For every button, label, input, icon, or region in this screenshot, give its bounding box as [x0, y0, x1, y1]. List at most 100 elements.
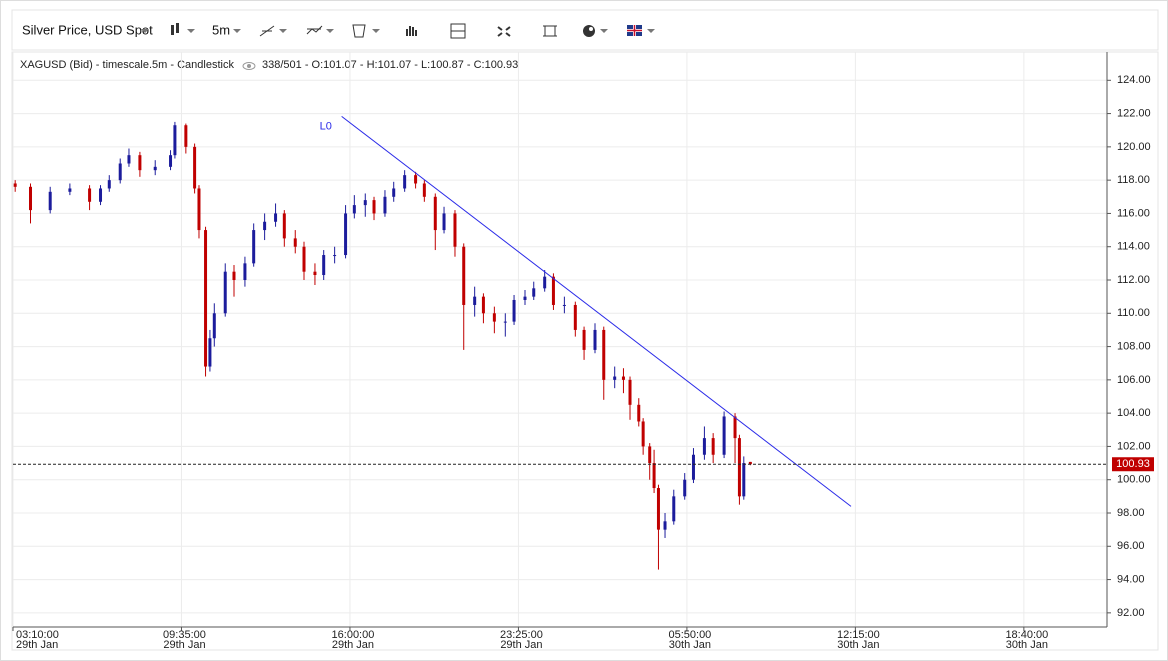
y-tick-label: 110.00 [1117, 307, 1150, 319]
candle-body [683, 479, 687, 497]
y-tick-label: 104.00 [1117, 407, 1151, 419]
x-tick-label: 23:25:00 [500, 629, 543, 641]
language-button[interactable] [627, 25, 655, 36]
candle-body [372, 200, 376, 214]
volume-button[interactable] [406, 26, 417, 36]
candle-body [392, 188, 396, 197]
x-tick-date: 29th Jan [16, 639, 58, 651]
candle-body [48, 191, 52, 211]
candle-body [737, 438, 741, 497]
candle-body [422, 183, 426, 197]
candle-body [169, 155, 173, 167]
candle-body [193, 146, 197, 189]
y-tick-label: 100.00 [1117, 474, 1151, 486]
candle-body [333, 255, 337, 257]
y-tick-label: 98.00 [1117, 507, 1145, 519]
candle-body [184, 125, 188, 147]
candle-body [663, 521, 667, 530]
candle-body [403, 175, 407, 189]
y-tick-label: 114.00 [1117, 241, 1150, 253]
y-tick-label: 120.00 [1117, 141, 1151, 153]
instrument-select[interactable]: Silver Price, USD Spot [22, 22, 153, 37]
candle-body [29, 186, 33, 211]
candle-body [722, 416, 726, 455]
fullscreen-button[interactable] [497, 26, 511, 37]
delete-button[interactable] [352, 24, 380, 38]
candle-body [223, 271, 227, 314]
candle-body [99, 188, 103, 202]
candle-body [68, 188, 72, 192]
trendline [341, 116, 852, 507]
line-tool-button[interactable] [259, 25, 287, 37]
last-price-box [1112, 457, 1154, 472]
candle-body [282, 213, 286, 239]
x-tick-date: 29th Jan [163, 639, 205, 651]
candle-body [512, 299, 516, 322]
candle-body [492, 313, 496, 322]
x-tick-date: 30th Jan [837, 639, 879, 651]
candle-body [613, 376, 617, 380]
candle-body [551, 276, 555, 305]
chart-type-button[interactable] [171, 23, 195, 35]
candle-body [212, 313, 216, 339]
candle-body [621, 376, 625, 380]
candle-body [562, 304, 566, 306]
layout-button[interactable] [450, 23, 466, 39]
zoom-button[interactable] [543, 25, 557, 37]
candle-body [711, 438, 715, 455]
candle-body [138, 155, 142, 171]
x-tick-label: 12:15:00 [837, 629, 880, 641]
candle-body [453, 213, 457, 247]
y-tick-label: 96.00 [1117, 540, 1145, 552]
interval-select[interactable]: 5m [212, 22, 230, 37]
candle-body [363, 200, 367, 206]
candle-body [88, 188, 92, 202]
y-tick-label: 94.00 [1117, 573, 1145, 585]
candle-body [656, 488, 660, 530]
candle-body [197, 188, 201, 231]
last-price-label: 100.93 [1116, 458, 1150, 470]
x-tick-label: 03:10:00 [16, 629, 59, 641]
x-tick-label: 05:50:00 [668, 629, 711, 641]
candle-body [313, 271, 317, 276]
candle-body [118, 163, 122, 181]
x-tick-label: 09:35:00 [163, 629, 206, 641]
chart-title: XAGUSD (Bid) - timescale.5m - Candlestic… [20, 59, 234, 71]
y-tick-label: 122.00 [1117, 107, 1151, 119]
trendline-label: L0 [320, 120, 332, 132]
candle-body [243, 263, 247, 281]
candle-body [733, 416, 737, 439]
theme-button[interactable] [583, 25, 608, 37]
candle-body [462, 246, 466, 305]
y-tick-label: 116.00 [1117, 207, 1150, 219]
candle-body [532, 288, 536, 297]
y-tick-label: 124.00 [1117, 74, 1151, 86]
candle-body [352, 205, 356, 214]
candle-body [702, 438, 706, 455]
candle-body [641, 421, 645, 447]
candle-body [274, 213, 278, 222]
candle-body [652, 463, 656, 489]
candle-body [473, 296, 477, 305]
candle-body [442, 213, 446, 231]
x-tick-date: 29th Jan [332, 639, 374, 651]
candle-body [302, 246, 306, 272]
eye-icon[interactable] [242, 62, 256, 70]
dropdown-arrow [233, 29, 241, 33]
candle-body [481, 296, 485, 314]
candle-body [344, 213, 348, 256]
candle-body [263, 221, 267, 231]
candle-body [523, 296, 527, 300]
x-tick-label: 16:00:00 [332, 629, 375, 641]
candle-body [691, 454, 695, 480]
indicator-button[interactable] [306, 25, 334, 35]
x-tick-date: 30th Jan [1006, 639, 1048, 651]
chart-panel [11, 51, 1159, 651]
candle-body [293, 238, 297, 247]
candle-body [433, 196, 437, 231]
candle-body [173, 125, 177, 156]
candle-body [252, 230, 256, 264]
candle-body [208, 338, 212, 367]
